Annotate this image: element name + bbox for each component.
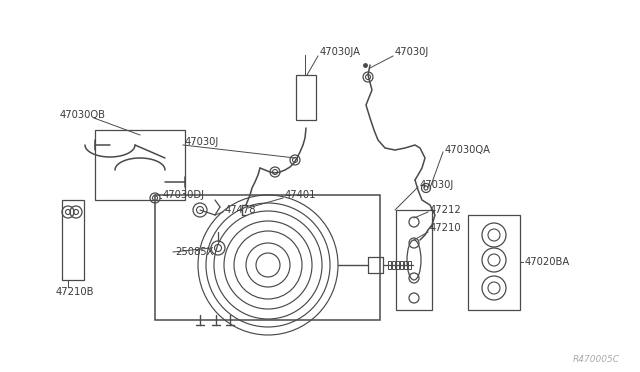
Text: 47030J: 47030J: [395, 47, 429, 57]
Bar: [392, 261, 395, 269]
Text: 47212: 47212: [430, 205, 461, 215]
Bar: [95, 130, 185, 200]
Text: 47401: 47401: [285, 190, 317, 200]
Text: 47030QB: 47030QB: [60, 110, 106, 120]
Bar: [296, 75, 316, 120]
Bar: [400, 261, 403, 269]
Bar: [62, 200, 84, 280]
Text: R470005C: R470005C: [573, 355, 620, 364]
Bar: [396, 210, 432, 310]
Text: 25085X: 25085X: [175, 247, 214, 257]
Bar: [155, 195, 380, 320]
Text: 47020BA: 47020BA: [525, 257, 570, 267]
Bar: [396, 261, 399, 269]
Bar: [388, 261, 391, 269]
Text: 47030J: 47030J: [185, 137, 220, 147]
Bar: [404, 261, 407, 269]
Text: 47030QA: 47030QA: [445, 145, 491, 155]
Text: 47030DJ: 47030DJ: [163, 190, 205, 200]
Text: 47030J: 47030J: [420, 180, 454, 190]
Bar: [408, 261, 411, 269]
Text: 47478: 47478: [225, 205, 257, 215]
Text: 47210B: 47210B: [56, 287, 95, 297]
Text: 47210: 47210: [430, 223, 461, 233]
Text: 47030JA: 47030JA: [320, 47, 361, 57]
Bar: [468, 215, 520, 310]
